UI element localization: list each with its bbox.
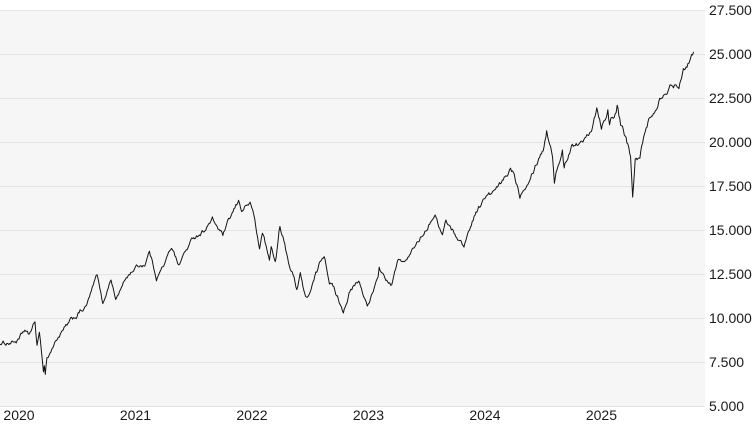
y-axis-label: 10.000 xyxy=(709,310,752,326)
x-axis-label: 2024 xyxy=(469,407,501,423)
y-axis-label: 7.500 xyxy=(709,354,745,370)
x-axis-label: 2021 xyxy=(119,407,152,423)
x-axis-label: 2022 xyxy=(236,407,268,423)
plot-area xyxy=(0,10,705,406)
price-line-series xyxy=(0,51,694,375)
y-axis-label: 15.000 xyxy=(709,222,752,238)
y-axis-label: 20.000 xyxy=(709,134,752,150)
y-axis-label: 25.000 xyxy=(709,46,752,62)
x-axis-label: 2025 xyxy=(585,407,618,423)
y-axis-label: 5.000 xyxy=(709,398,745,414)
y-axis-label: 27.500 xyxy=(709,2,752,18)
y-axis-label: 17.500 xyxy=(709,178,752,194)
y-axis-label: 12.500 xyxy=(709,266,752,282)
x-axis-label: 2023 xyxy=(352,407,385,423)
y-axis-label: 22.500 xyxy=(709,90,752,106)
x-axis-label: 2020 xyxy=(3,407,35,423)
